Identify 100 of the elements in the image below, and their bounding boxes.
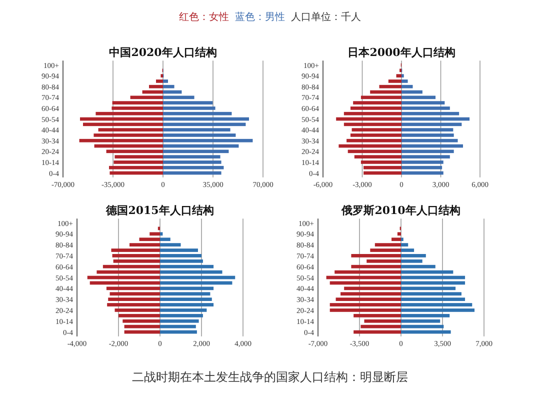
bar [366,259,401,263]
bar [112,254,160,258]
bar [106,150,163,154]
bar [402,134,454,137]
bar [106,286,160,290]
bar [163,96,194,100]
bar [102,264,160,268]
bar [401,243,408,246]
bar [401,314,450,318]
bar [401,303,472,306]
bar [354,314,401,318]
bar [402,166,442,170]
bar [397,232,401,236]
chart-title: 俄罗斯2010年人口结构 [340,204,460,217]
bar [122,319,160,323]
bar [401,286,456,290]
bar [108,298,160,301]
text: 二战时期在本土发生战争的国家人口结构：明显断层 [132,370,408,384]
bar [401,319,440,323]
bar [370,248,401,252]
bar [344,112,402,116]
bar [130,96,163,100]
bar [350,134,402,137]
bar [163,128,230,132]
bar [353,101,402,104]
bar [163,155,220,158]
bar [80,117,163,121]
chart-title: 德国2015年人口结构 [105,204,214,217]
bar [160,243,181,246]
bar [402,150,454,154]
bar [388,80,402,83]
bar [402,101,445,104]
bar [79,138,163,142]
bar [160,248,198,252]
bar [364,171,402,175]
bar [112,106,163,110]
bar [338,144,402,148]
bar [163,117,249,121]
bar [114,308,160,312]
chart-title: 日本2000年人口结构 [348,46,456,59]
bar [149,84,163,88]
bar [150,232,160,236]
bar [402,112,460,116]
bar [402,96,436,100]
bar [401,248,414,252]
bar [160,292,210,296]
bar [96,112,163,116]
bar [402,122,462,126]
bar [402,138,458,142]
bar [402,171,444,175]
bar [163,84,174,88]
bar [139,238,160,242]
text: 红色：女性 [179,11,229,23]
bar [156,80,163,83]
bar [364,166,402,170]
bar [111,248,160,252]
bar [160,238,170,242]
bar [163,106,216,110]
bar [114,155,163,158]
bar [401,259,422,263]
bar [374,243,401,246]
bar [163,150,229,154]
bar [110,292,160,296]
bar [364,319,401,323]
bar [402,160,444,164]
bar [402,90,422,94]
bar [379,84,402,88]
bar [160,319,199,323]
bar [83,122,163,126]
bar [360,96,402,100]
bar [163,101,213,104]
bar [336,298,401,301]
bar [402,84,413,88]
bar [114,160,163,164]
bar [113,259,160,263]
bar [160,308,207,312]
bar [402,106,450,110]
bar [109,166,163,170]
bar [351,254,401,258]
bar [160,264,214,268]
bar [352,128,402,132]
bar [350,106,402,110]
bar [163,112,232,116]
bar [160,314,203,318]
bar [160,254,202,258]
bar [163,171,222,175]
bar [370,90,402,94]
bar [330,308,401,312]
chart-title: 中国2020年人口结构 [109,46,217,59]
bar [163,160,222,164]
bar [401,264,436,268]
bar [94,134,163,137]
bar [401,308,475,312]
bar [98,128,163,132]
bar [160,303,214,306]
bar [401,292,462,296]
bar [160,232,163,236]
bar [401,254,426,258]
bar [401,298,466,301]
bar [346,138,402,142]
